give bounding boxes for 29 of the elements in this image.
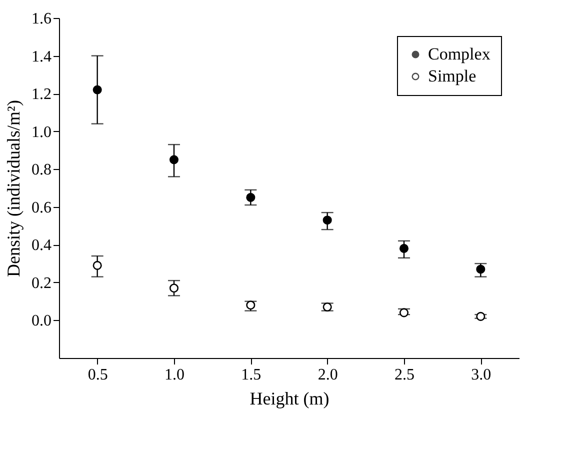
- point: [322, 216, 332, 225]
- x-tick-label: 2.5: [394, 366, 414, 384]
- point: [399, 308, 409, 318]
- y-tick-label: 0.6: [32, 199, 52, 216]
- x-tick-label: 0.5: [88, 366, 108, 384]
- y-tick-label: 1.0: [32, 124, 52, 141]
- legend-label: Simple: [428, 66, 476, 86]
- y-tick-label: 0.2: [32, 274, 52, 292]
- x-tick-label: 2.0: [318, 366, 338, 384]
- y-tick-label: 0.0: [32, 312, 52, 330]
- y-tick-label: 1.4: [32, 48, 52, 66]
- point: [92, 85, 102, 94]
- y-tick-label: 0.4: [32, 237, 52, 254]
- x-tick-label: 1.0: [164, 366, 184, 384]
- y-tick-label: 1.6: [32, 10, 52, 28]
- x-tick-label: 3.0: [471, 366, 492, 384]
- point: [169, 284, 179, 293]
- point: [246, 192, 256, 202]
- x-axis-title: Height (m): [250, 388, 330, 408]
- legend-label: Complex: [428, 44, 491, 64]
- point: [399, 244, 409, 253]
- point: [169, 155, 179, 164]
- point: [476, 312, 486, 321]
- x-tick-label: 1.5: [241, 366, 262, 384]
- y-axis-title: Density (individuals/m²): [4, 100, 24, 277]
- y-tick-label: 0.8: [32, 162, 52, 179]
- point: [92, 260, 102, 270]
- point: [476, 264, 486, 274]
- y-tick-label: 1.2: [32, 86, 52, 104]
